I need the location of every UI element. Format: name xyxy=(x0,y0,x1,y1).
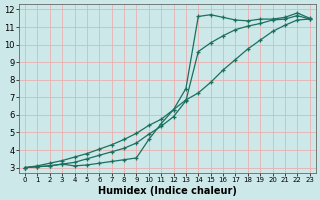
X-axis label: Humidex (Indice chaleur): Humidex (Indice chaleur) xyxy=(98,186,237,196)
